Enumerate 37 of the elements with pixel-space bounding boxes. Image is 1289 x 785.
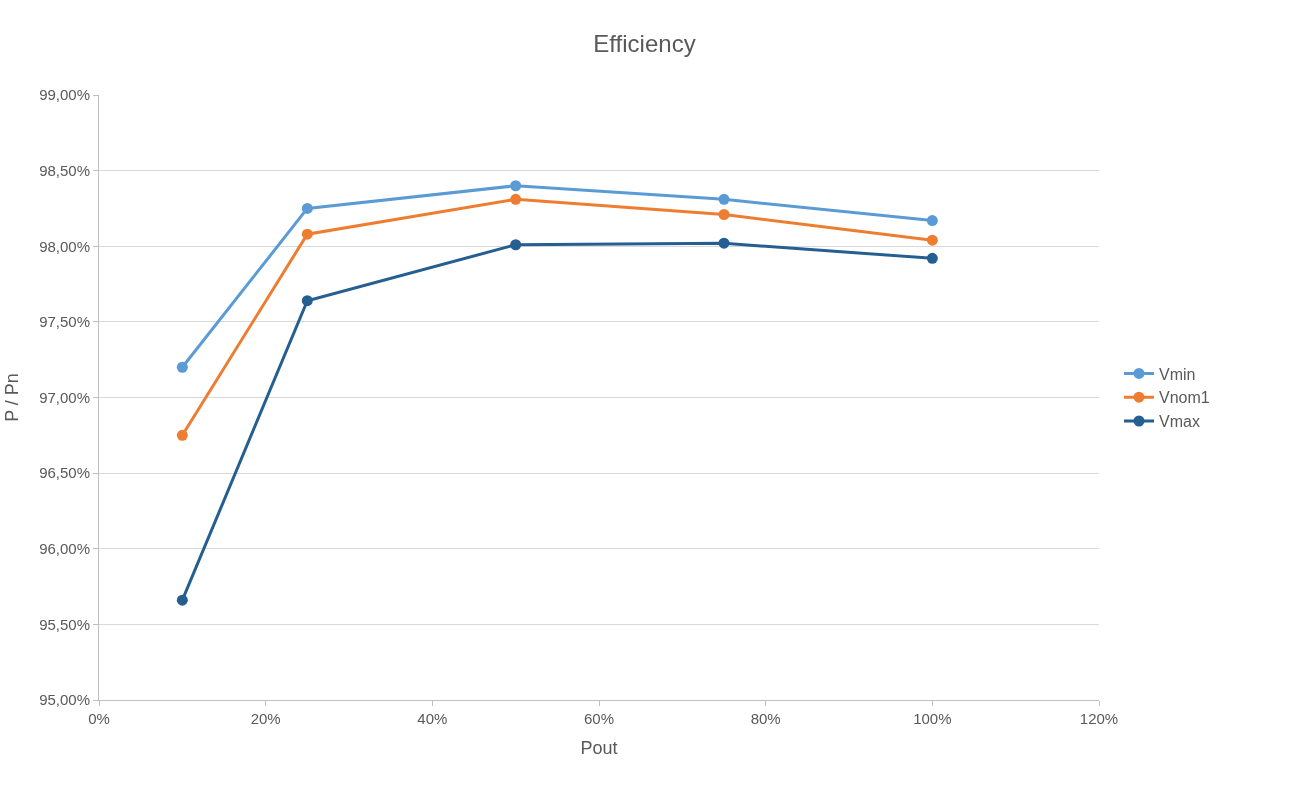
legend-label: Vmax [1159,413,1200,431]
point [718,208,730,220]
y-tick-label: 95,50% [39,615,90,633]
x-tick-label: 100% [913,710,952,727]
point [510,239,522,251]
point [510,180,522,192]
x-tick-label: 40% [417,710,448,727]
y-tick-label: 95,00% [39,691,90,709]
x-tick-label: 80% [750,710,781,727]
point [301,295,313,307]
y-tick-label: 99,00% [39,86,90,104]
point [718,193,730,205]
point [926,252,938,264]
legend-label: Vmin [1159,365,1196,383]
y-axis-title: P / Pn [2,373,23,422]
x-tick-label: 0% [88,710,110,727]
y-tick-label: 98,50% [39,161,90,179]
chart-title: Efficiency [593,30,696,58]
y-tick-label: 96,00% [39,540,90,557]
point [176,429,188,441]
x-tick-label: 20% [250,710,281,727]
x-axis-title: Pout [580,738,618,759]
point [176,594,188,606]
legend-label: Vnom1 [1159,389,1210,407]
point [176,361,188,373]
y-tick-label: 98,00% [39,237,90,255]
point [926,215,938,227]
x-tick-label: 60% [583,710,615,727]
y-tick-label: 97,00% [39,388,90,406]
point [301,202,313,214]
point [718,237,730,249]
point [926,234,938,246]
point [301,228,313,240]
point [510,193,522,205]
x-tick-label: 120% [1079,710,1119,727]
y-tick-label: 96,50% [39,464,90,482]
y-tick-label: 97,50% [39,313,90,331]
